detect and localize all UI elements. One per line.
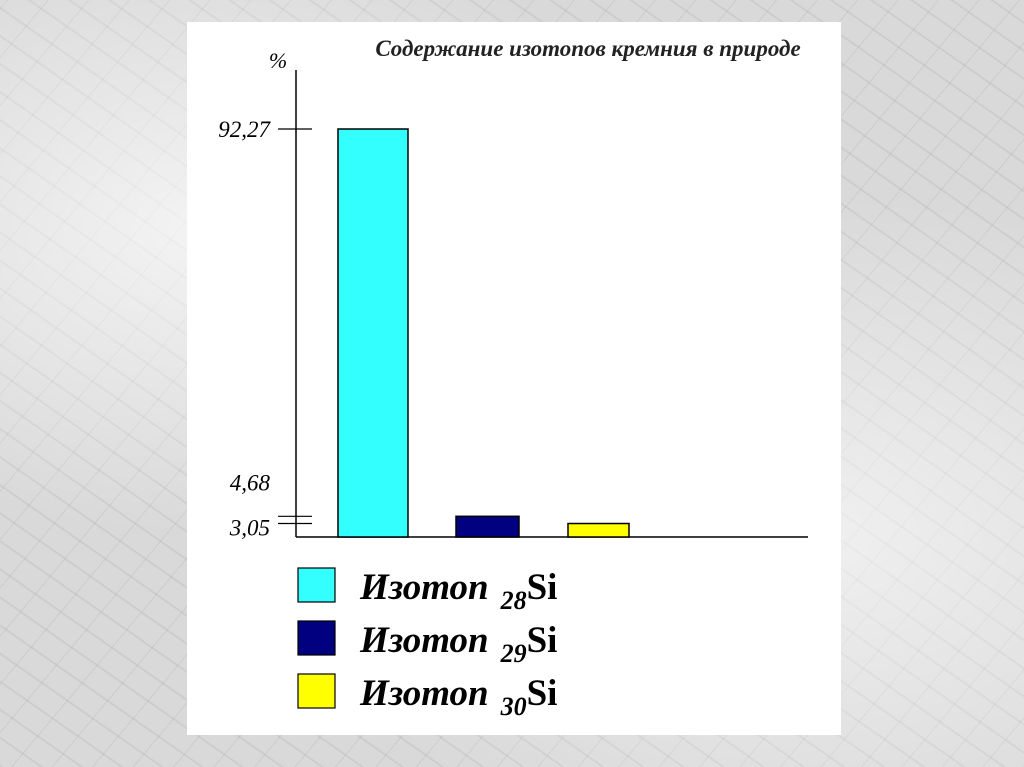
- legend-swatch: [297, 567, 336, 603]
- legend-symbol: Si: [527, 567, 558, 608]
- legend-subscript: 28: [500, 586, 527, 615]
- legend-swatch: [297, 673, 336, 709]
- bar: [567, 522, 630, 538]
- y-tick-label: 3,05: [229, 516, 270, 541]
- legend-symbol: Si: [527, 673, 558, 714]
- legend-entry: Изотоп 30Si: [359, 673, 557, 721]
- legend-entry: Изотоп 29Si: [359, 620, 557, 668]
- y-axis-label: %: [269, 48, 287, 73]
- legend-swatch: [297, 620, 336, 656]
- legend-symbol: Si: [527, 620, 558, 661]
- legend-name: Изотоп: [359, 673, 489, 714]
- y-tick-label: 92,27: [218, 117, 271, 142]
- legend-name: Изотоп: [359, 620, 489, 661]
- legend-subscript: 30: [500, 692, 527, 721]
- legend-subscript: 29: [500, 639, 527, 668]
- y-tick-label: 4,68: [230, 470, 271, 495]
- bar: [337, 128, 409, 538]
- chart-title: Содержание изотопов кремния в природе: [375, 36, 801, 61]
- legend-entry: Изотоп 28Si: [359, 567, 557, 615]
- legend-name: Изотоп: [359, 567, 489, 608]
- bar: [455, 515, 520, 538]
